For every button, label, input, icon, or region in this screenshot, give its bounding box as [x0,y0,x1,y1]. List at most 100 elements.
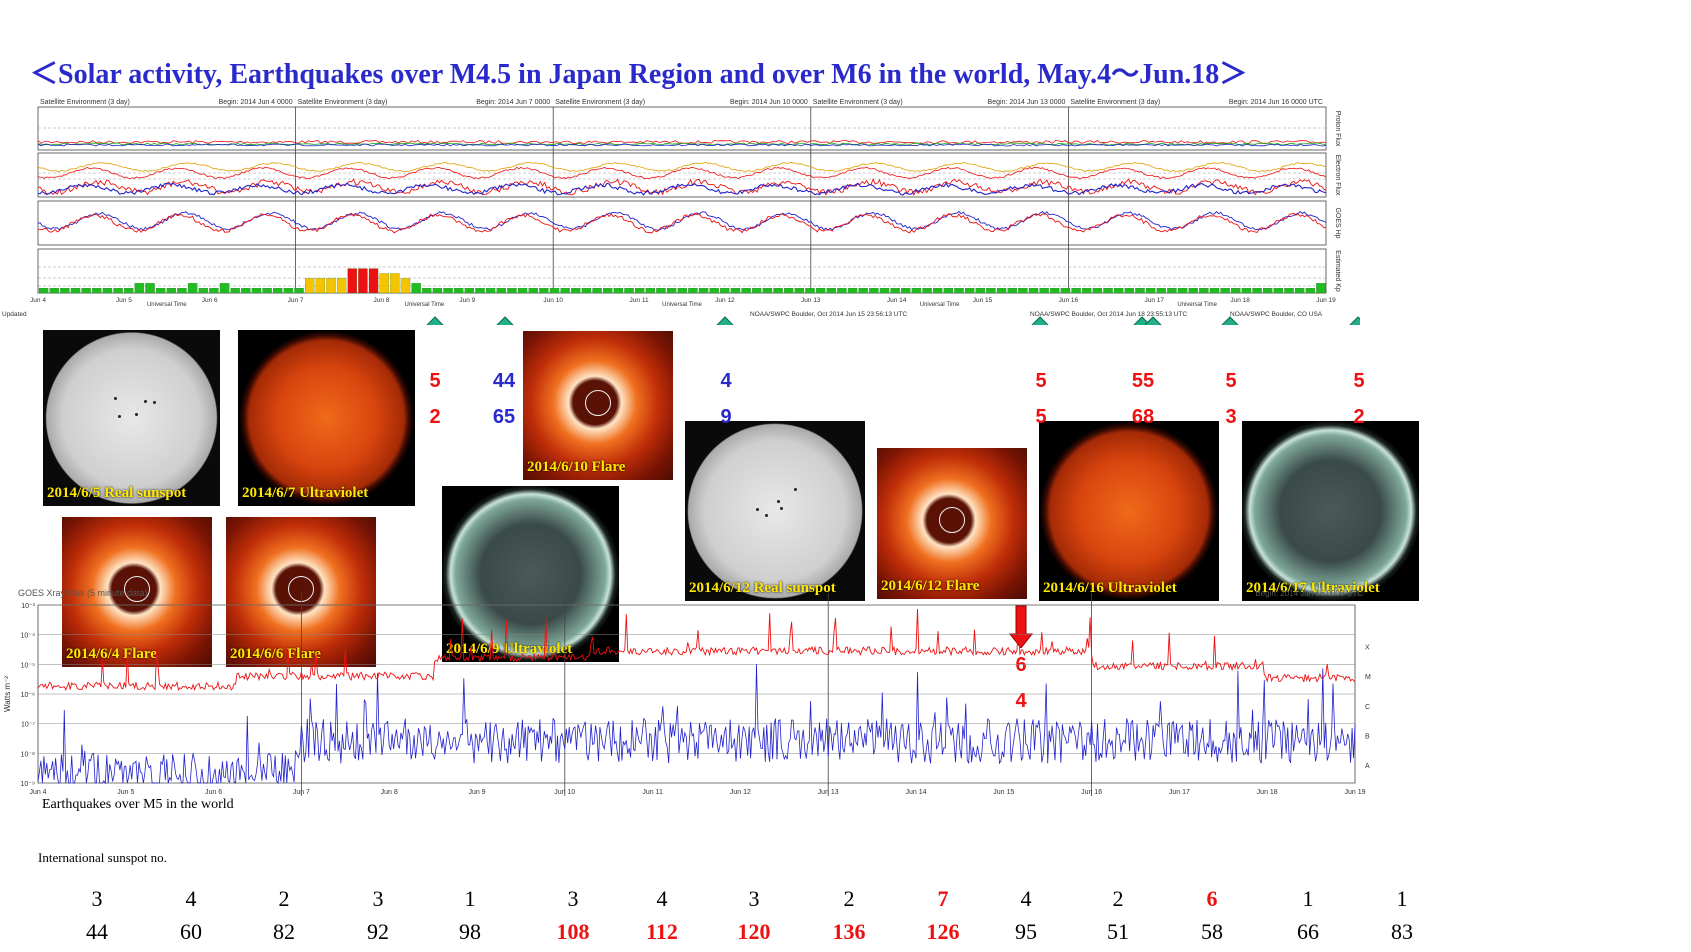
kp-bar [1007,288,1017,294]
xray-class-label: B [1365,734,1370,741]
kp-bar [1263,288,1273,294]
kp-bar [464,288,475,294]
xray-x-tick-label: Jun 13 [818,789,839,796]
earthquake-count: 3 [91,886,103,911]
xray-y-label: Watts m⁻² [3,676,12,712]
xray-x-tick-label: Jun 9 [468,789,485,796]
kp-bar [826,288,836,294]
kp-bar [187,283,198,294]
kp-bar [954,288,964,294]
kp-bar [858,288,868,294]
earthquake-arrow-icon [1031,316,1049,325]
earthquake-arrow-icon [496,316,514,325]
kp-bar [1050,288,1060,294]
kp-bar [539,288,549,294]
top-x-tick-label: Jun 18 [1230,297,1250,304]
kp-bar [1241,288,1252,294]
sunspot-dot-icon [134,413,138,417]
sunspot-number: 126 [926,919,960,944]
sunspot-number: 66 [1297,919,1319,944]
earthquake-arrow-icon [1133,316,1151,325]
top-x-tick-label: Jun 9 [459,297,475,304]
earthquake-arrow-icon [426,316,444,325]
sunspot-number: 108 [556,919,590,944]
kp-bar [166,288,176,294]
kp-bar [113,288,123,294]
kp-bar [443,288,453,294]
photo-caption: 2014/6/9 Ultraviolet [446,641,573,657]
quake-marker-bottom: 3 [1225,406,1237,428]
kp-bar [975,288,985,294]
kp-bar [1305,288,1315,294]
top-x-tick-label: Jun 12 [715,297,735,304]
earthquake-count: 1 [464,886,476,911]
kp-bar [911,288,922,294]
kp-bar [773,288,783,294]
kp-bar [390,273,400,294]
earthquake-arrow-icon [1349,316,1360,325]
top-x-tick-label: Jun 16 [1059,297,1079,304]
kp-bar [507,288,517,294]
earthquakes-row-label: Earthquakes over M5 in the world [42,797,234,812]
kp-bar [379,273,389,294]
earthquake-arrow-icon [1144,316,1162,325]
kp-bar [230,288,240,294]
xray-flux-chart: GOES Xray Flux (5 minute data) Begin: 201… [3,588,1371,796]
occulter-circle-icon [124,576,150,602]
kp-bar [198,288,208,294]
panel-header-left: Satellite Environment (3 day) [813,99,903,106]
panel-header-left: Satellite Environment (3 day) [555,99,645,106]
photo-caption: 2014/6/12 Flare [881,578,980,594]
kp-bar [1114,288,1124,294]
xray-series-blue [37,664,1356,785]
kp-bar [1209,288,1220,294]
kp-bar [1071,288,1081,294]
kp-bar [475,288,485,294]
earthquake-count: 4 [656,886,668,911]
sunspot-dot-icon [113,396,117,400]
xray-series-red [37,608,1356,692]
kp-bar [730,288,741,294]
kp-bar [571,288,581,294]
kp-bar [581,288,592,294]
kp-bar [890,288,900,294]
earthquake-count: 1 [1396,886,1408,911]
kp-bar [155,288,166,294]
xray-class-label: X [1365,645,1370,652]
panel-header-left: Satellite Environment (3 day) [298,99,388,106]
kp-bar [241,288,251,294]
kp-bar [901,288,911,294]
sunspot-row-label: International sunspot no. [38,850,167,865]
kp-bar [368,268,379,294]
top-x-tick-label: Jun 8 [374,297,390,304]
panel-right-label: GOES Hp [1334,207,1341,238]
kp-bar [1039,288,1049,294]
top-universal-time: Universal Time [920,302,960,308]
photo-caption: 2014/6/10 Flare [527,459,626,475]
earthquake-count: 3 [748,886,760,911]
kp-bar [1316,283,1326,294]
xray-x-tick-label: Jun 8 [381,789,398,796]
kp-bar [762,288,773,294]
top-x-tick-label: Jun 17 [1145,297,1165,304]
xray-x-tick-label: Jun 11 [642,789,663,796]
kp-bar [837,288,847,294]
xray-class-label: A [1365,763,1370,770]
xray-y-tick: 10⁻⁴ [21,633,36,640]
sunspot-dot-icon [153,400,157,404]
photo-caption: 2014/6/5 Real sunspot [47,485,187,501]
kp-bar [219,283,230,294]
photo-caption: 2014/6/6 Flare [230,646,321,662]
xray-x-tick-label: Jun 4 [29,789,46,796]
kp-bar [634,288,645,294]
panel-right-label: Proton Flux [1334,111,1341,147]
kp-bar [1018,288,1028,294]
earthquake-count: 7 [937,886,949,911]
kp-bar [528,288,538,294]
quake-marker-top: 44 [492,370,516,392]
xray-x-tick-label: Jun 5 [117,789,134,796]
quake-marker-bottom: 9 [720,406,732,428]
